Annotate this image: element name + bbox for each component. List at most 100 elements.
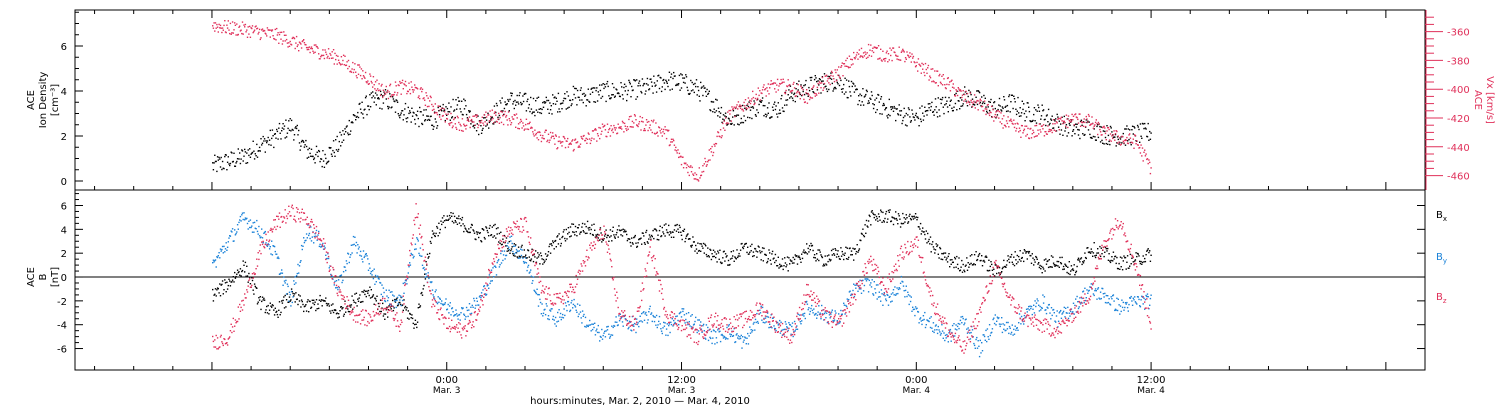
- density-point: [1066, 135, 1067, 136]
- by-point: [705, 338, 706, 339]
- density-point: [273, 147, 274, 148]
- bx-point: [497, 233, 498, 234]
- density-point: [874, 104, 875, 105]
- vx-point: [297, 44, 298, 45]
- bx-point: [669, 234, 670, 235]
- vx-point: [662, 131, 663, 132]
- bx-point: [1111, 260, 1112, 261]
- density-point: [348, 134, 349, 135]
- vx-point: [823, 87, 824, 88]
- density-point: [590, 94, 591, 95]
- bx-point: [290, 299, 291, 300]
- bx-point: [881, 222, 882, 223]
- bx-point: [573, 232, 574, 233]
- by-point: [391, 291, 392, 292]
- by-point: [230, 236, 231, 237]
- vx-point: [522, 122, 523, 123]
- by-point: [418, 253, 419, 254]
- bx-point: [384, 319, 385, 320]
- bx-point: [545, 253, 546, 254]
- bx-point: [1059, 267, 1060, 268]
- bx-point: [926, 242, 927, 243]
- vx-point: [567, 138, 568, 139]
- bx-point: [1066, 266, 1067, 267]
- vx-point: [369, 83, 370, 84]
- vx-point: [946, 84, 947, 85]
- bx-point: [224, 279, 225, 280]
- bx-point: [1136, 256, 1137, 257]
- density-point: [767, 107, 768, 108]
- bx-point: [571, 235, 572, 236]
- density-point: [697, 94, 698, 95]
- vx-point: [1109, 139, 1110, 140]
- density-point: [881, 96, 882, 97]
- vx-point: [984, 101, 985, 102]
- vx-point: [978, 100, 979, 101]
- by-point: [684, 314, 685, 315]
- density-point: [492, 117, 493, 118]
- vx-point: [906, 51, 907, 52]
- bx-point: [644, 242, 645, 243]
- density-point: [745, 120, 746, 121]
- bottom-ylabel-ace: ACE: [26, 267, 37, 287]
- vx-point: [360, 75, 361, 76]
- density-point: [662, 86, 663, 87]
- bx-point: [953, 267, 954, 268]
- vx-point: [862, 57, 863, 58]
- vx-point: [720, 129, 721, 130]
- density-point: [842, 88, 843, 89]
- by-point: [644, 320, 645, 321]
- vx-point: [609, 128, 610, 129]
- bx-point: [1064, 268, 1065, 269]
- bx-point: [823, 264, 824, 265]
- vx-point: [964, 94, 965, 95]
- vx-point: [290, 41, 291, 42]
- vx-point: [340, 64, 341, 65]
- vx-point: [632, 121, 633, 122]
- vx-point: [1143, 152, 1144, 153]
- bx-point: [719, 259, 720, 260]
- vx-point: [708, 160, 709, 161]
- bx-point: [1101, 253, 1102, 254]
- vx-point: [617, 133, 618, 134]
- by-point: [440, 303, 441, 304]
- vx-point: [544, 138, 545, 139]
- vx-point: [785, 90, 786, 91]
- vx-point: [344, 56, 345, 57]
- density-point: [561, 103, 562, 104]
- bx-point: [391, 308, 392, 309]
- by-point: [547, 318, 548, 319]
- by-point: [402, 300, 403, 301]
- density-point: [300, 149, 301, 150]
- bx-point: [1007, 255, 1008, 256]
- bx-point: [423, 285, 424, 286]
- by-point: [743, 341, 744, 342]
- by-point: [592, 329, 593, 330]
- bx-point: [926, 230, 927, 231]
- by-point: [431, 281, 432, 282]
- by-point: [514, 253, 515, 254]
- by-point: [351, 252, 352, 253]
- vx-point: [460, 124, 461, 125]
- vx-point: [1029, 138, 1030, 139]
- bx-point: [637, 246, 638, 247]
- density-point: [598, 94, 599, 95]
- density-point: [1057, 116, 1058, 117]
- bx-point: [743, 246, 744, 247]
- bx-point: [785, 266, 786, 267]
- bx-point: [1037, 263, 1038, 264]
- bx-point: [280, 312, 281, 313]
- bx-point: [331, 304, 332, 305]
- vx-point: [736, 104, 737, 105]
- vx-point: [799, 93, 800, 94]
- bx-point: [768, 249, 769, 250]
- density-point: [808, 87, 809, 88]
- bx-point: [1148, 252, 1149, 253]
- density-point: [499, 100, 500, 101]
- vx-point: [365, 72, 366, 73]
- by-point: [366, 253, 367, 254]
- vx-point: [301, 47, 302, 48]
- density-point: [645, 90, 646, 91]
- density-point: [879, 113, 880, 114]
- vx-point: [541, 141, 542, 142]
